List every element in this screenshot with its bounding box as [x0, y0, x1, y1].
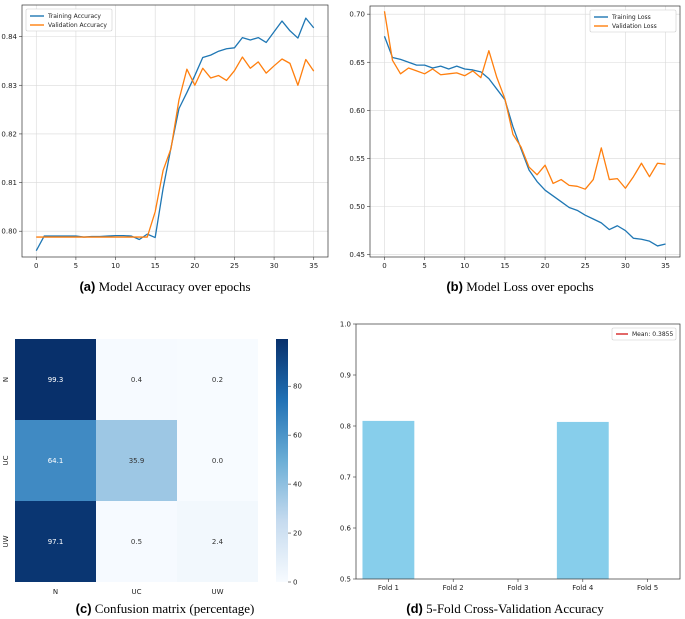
- cv-frame: [355, 323, 681, 580]
- accuracy-ytick-label: 0.81: [1, 179, 17, 187]
- cv-ytick-label: 0.8: [340, 423, 351, 431]
- accuracy-xtick-label: 35: [309, 262, 318, 270]
- accuracy-frame: [21, 4, 329, 258]
- confusion-row-label: UW: [2, 535, 10, 547]
- confusion-chart: 99.3 0.4 0.2 64.1 35.9 0.0 97.1 0.5 2.4 N UC UW N UC U…: [2, 339, 302, 596]
- cv-legend-box: [611, 327, 677, 341]
- accuracy-legend-label: Validation Accuracy: [48, 22, 107, 29]
- confusion-cell: [177, 339, 258, 420]
- loss-ytick-label: 0.45: [349, 251, 365, 259]
- confusion-cell-value: 2.4: [212, 538, 224, 546]
- loss-xtick-label: 30: [621, 262, 630, 270]
- caption-d: (d) 5-Fold Cross-Validation Accuracy: [406, 601, 604, 616]
- loss-legend: Training Loss Validation Loss: [589, 9, 677, 33]
- caption-a: (a) Model Accuracy over epochs: [79, 279, 251, 294]
- accuracy-xtick-label: 5: [74, 262, 78, 270]
- loss-ytick-label: 0.55: [349, 155, 365, 163]
- confusion-cell-value: 0.2: [212, 376, 223, 384]
- cv-xtick-label: Fold 1: [378, 584, 399, 592]
- colorbar-tick-label: 60: [293, 432, 302, 440]
- loss-xtick-label: 35: [661, 262, 670, 270]
- loss-xtick-label: 0: [382, 262, 386, 270]
- cv-xtick-label: Fold 3: [507, 584, 528, 592]
- accuracy-ytick-label: 0.82: [1, 130, 17, 138]
- confusion-col-label: UC: [131, 588, 141, 596]
- accuracy-series-line-validation: [36, 56, 315, 238]
- loss-series-line-validation: [383, 11, 666, 190]
- accuracy-xtick-label: 10: [111, 262, 120, 270]
- loss-plot-area: [370, 6, 680, 257]
- loss-legend-label: Training Loss: [611, 14, 651, 21]
- cv-legend-label: Mean: 0.3855: [632, 331, 673, 338]
- cv-xtick-label: Fold 5: [637, 584, 658, 592]
- loss-ytick-label: 0.65: [349, 59, 365, 67]
- confusion-cell: [177, 501, 258, 582]
- accuracy-ytick-label: 0.80: [1, 228, 17, 236]
- caption-b: (b) Model Loss over epochs: [446, 279, 594, 294]
- confusion-cell-value: 64.1: [48, 457, 64, 465]
- accuracy-xtick-label: 15: [151, 262, 160, 270]
- cv-bar-fold-1: [362, 420, 415, 579]
- cv-ytick-label: 0.7: [340, 474, 351, 482]
- loss-chart: 0 5 10 15 20 25 30 35 0.45 0.50 0.55 0.60 0.65 0.70 Tr…: [349, 5, 681, 270]
- confusion-row-label: N: [2, 377, 10, 382]
- confusion-cell: [15, 339, 96, 420]
- confusion-cell: [177, 420, 258, 501]
- accuracy-xtick-label: 25: [230, 262, 239, 270]
- colorbar: [276, 339, 288, 582]
- confusion-col-label: N: [53, 588, 58, 596]
- confusion-cell: [96, 339, 177, 420]
- loss-ytick-label: 0.60: [349, 107, 365, 115]
- confusion-cell: [15, 420, 96, 501]
- loss-ytick-label: 0.70: [349, 11, 365, 19]
- loss-series-line-training: [383, 36, 666, 247]
- accuracy-legend-box: [25, 8, 113, 32]
- confusion-cell-value: 0.5: [131, 538, 142, 546]
- colorbar-tick-label: 40: [293, 481, 302, 489]
- confusion-cell: [15, 501, 96, 582]
- cv-legend: Mean: 0.3855: [611, 327, 677, 341]
- confusion-row-label: UC: [2, 455, 10, 465]
- cv-bar-fold-4: [556, 421, 609, 579]
- confusion-cell: [96, 501, 177, 582]
- cv-ytick-label: 1.0: [340, 321, 351, 329]
- confusion-cell-value: 35.9: [129, 457, 145, 465]
- accuracy-chart: 0 5 10 15 20 25 30 35 0.80 0.81 0.82 0.83 0.84 Traini…: [1, 4, 329, 270]
- confusion-cell-value: 99.3: [48, 376, 64, 384]
- loss-ytick-label: 0.50: [349, 203, 365, 211]
- caption-c: (c) Confusion matrix (percentage): [75, 601, 255, 616]
- confusion-cell: [96, 420, 177, 501]
- colorbar-tick-label: 80: [293, 383, 302, 391]
- loss-xtick-label: 5: [422, 262, 426, 270]
- cv-ytick-label: 0.5: [340, 576, 351, 584]
- accuracy-ytick-label: 0.83: [1, 82, 17, 90]
- accuracy-ytick-label: 0.84: [1, 33, 17, 41]
- accuracy-legend: Training Accuracy Validation Accuracy: [25, 8, 113, 32]
- loss-xtick-label: 10: [460, 262, 469, 270]
- confusion-cell-value: 0.4: [131, 376, 143, 384]
- cv-ytick-label: 0.6: [340, 525, 352, 533]
- accuracy-xtick-label: 0: [34, 262, 38, 270]
- colorbar-tick-label: 0: [293, 579, 297, 587]
- accuracy-xtick-label: 20: [190, 262, 199, 270]
- cv-xtick-label: Fold 4: [572, 584, 594, 592]
- confusion-cell-value: 0.0: [212, 457, 223, 465]
- cv-chart: Fold 1 Fold 2 Fold 3 Fold 4 Fold 5 0.5 0.6 0.7 0…: [340, 321, 681, 592]
- loss-xtick-label: 20: [541, 262, 550, 270]
- cv-xtick-label: Fold 2: [443, 584, 464, 592]
- accuracy-legend-label: Training Accuracy: [47, 13, 101, 20]
- loss-xtick-label: 25: [581, 262, 590, 270]
- cv-ytick-label: 0.9: [340, 372, 351, 380]
- loss-xtick-label: 15: [500, 262, 509, 270]
- accuracy-xtick-label: 30: [270, 262, 279, 270]
- loss-frame: [369, 5, 681, 258]
- confusion-col-label: UW: [211, 588, 223, 596]
- loss-legend-label: Validation Loss: [612, 23, 657, 30]
- loss-legend-box: [589, 9, 677, 33]
- confusion-cell-value: 97.1: [48, 538, 64, 546]
- colorbar-tick-label: 20: [293, 530, 302, 538]
